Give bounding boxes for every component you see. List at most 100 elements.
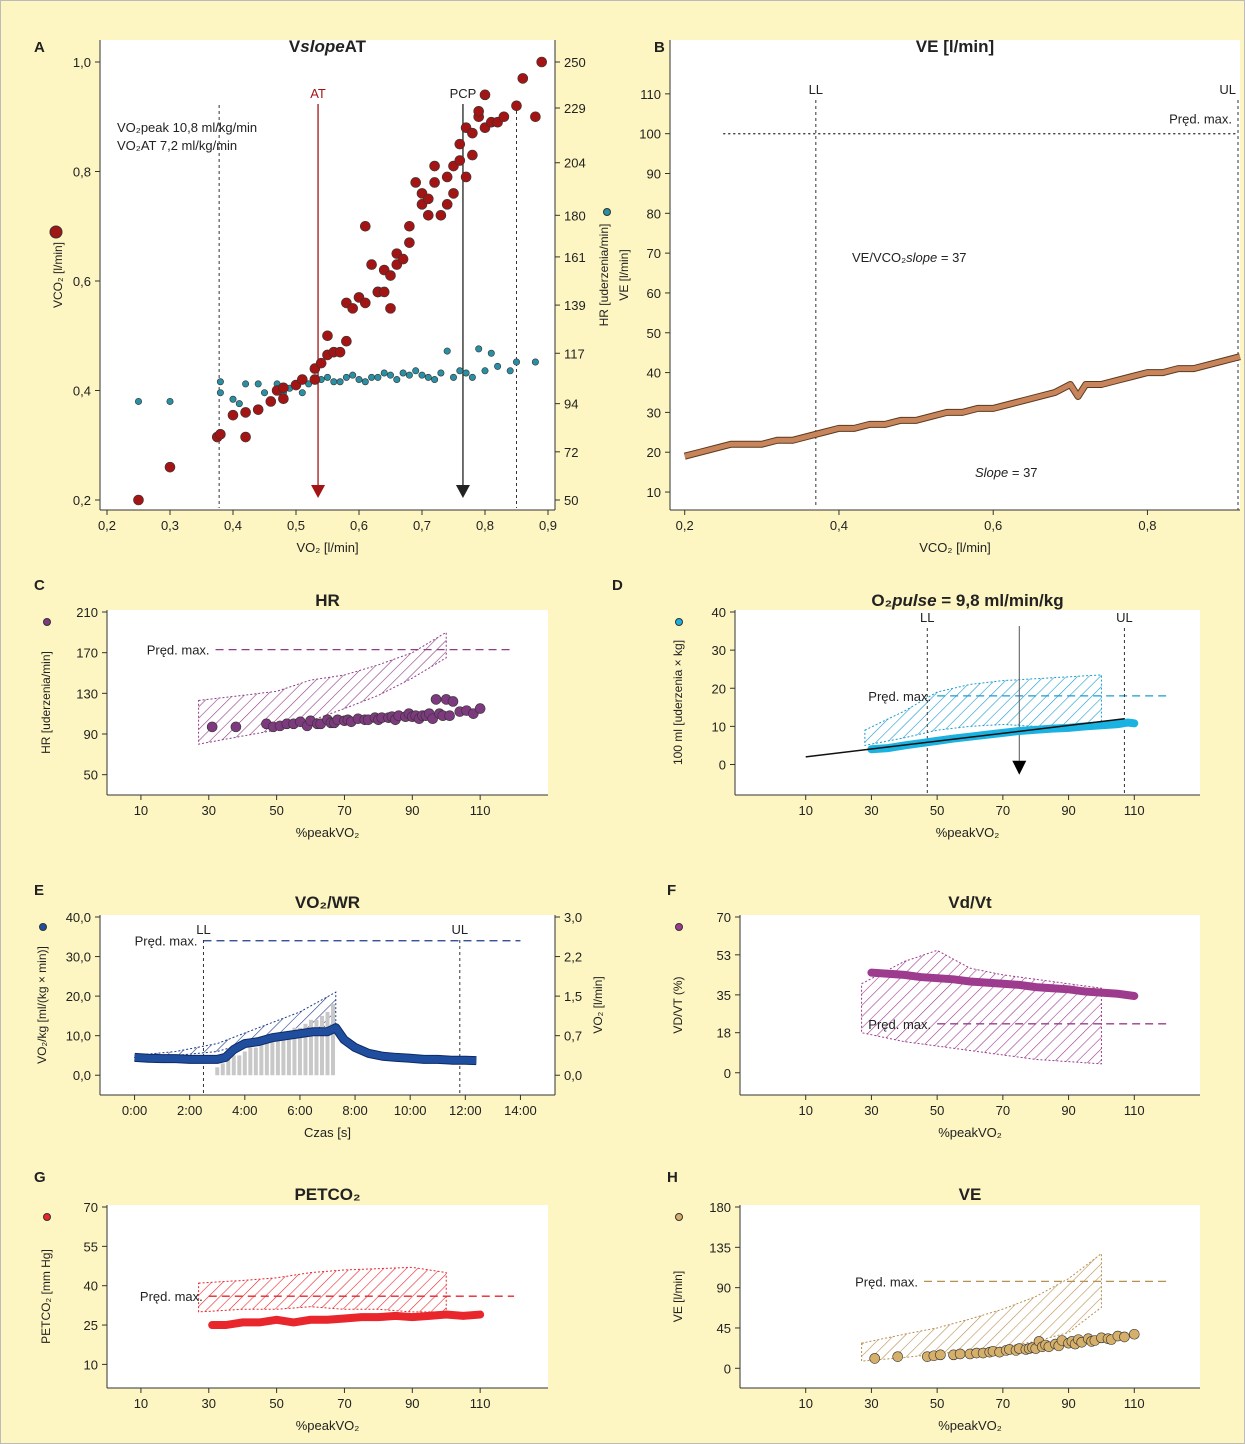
y-tick-label: 0,6 (73, 274, 91, 289)
y-tick-label: 70 (84, 1200, 98, 1215)
vco2-point (215, 428, 226, 440)
y-tick-label: 70 (717, 910, 731, 925)
predicted-band (864, 674, 1102, 747)
hr-point (342, 373, 350, 381)
slope-bottom-annotation: Slope = 37 (975, 465, 1038, 480)
threshold-label: UL (451, 922, 468, 937)
hr-point (481, 367, 489, 375)
vco2-point (404, 220, 415, 232)
vco2-point (429, 177, 440, 188)
vco2-point (454, 138, 466, 150)
x-tick-label: 70 (337, 1396, 351, 1411)
plot-area (670, 40, 1240, 510)
y-tick-label: 90 (647, 166, 661, 181)
y-tick-label: 40,0 (66, 910, 91, 925)
y-tick-label: 0,4 (73, 384, 91, 399)
arrow-down-icon (1012, 760, 1027, 775)
vco2-point (133, 494, 144, 506)
panel-a: A VslopeAT 0,2 0,3 0,4 0,5 0,6 0,7 0,8 0,9 0,2 0,4 0… (34, 37, 611, 555)
panel-h: H VE 10 30 50 70 90 110 0 45 90 135 180 %peakVO₂ VE [l… (667, 1169, 1200, 1433)
x-tick-label: 50 (269, 803, 283, 818)
vco2-point (322, 330, 333, 342)
panel-letter: A (34, 39, 45, 56)
vco2-point (341, 335, 352, 347)
vco2-point (429, 160, 440, 172)
data-point (474, 703, 486, 714)
hr-point (431, 376, 439, 384)
workrate-bar (259, 1043, 264, 1076)
y2-tick-label: 50 (564, 493, 578, 508)
data-point (935, 1349, 946, 1361)
vco2-point (309, 374, 321, 385)
x-tick-label: 2:00 (177, 1103, 202, 1118)
vco2-point (441, 199, 453, 210)
hr-point (260, 389, 268, 397)
hr-point (166, 397, 174, 405)
chart-title: Vd/Vt (948, 893, 992, 912)
hr-point (305, 380, 313, 388)
hr-point (216, 378, 224, 386)
x-tick-label: 0,9 (539, 518, 557, 533)
threshold-label: UL (1116, 610, 1133, 625)
x-tick-label: 0,7 (413, 518, 431, 533)
x-axis-title: VO₂ [l/min] (296, 540, 358, 555)
x-tick-label: 110 (1124, 1103, 1145, 1118)
y-tick-label: 90 (717, 1281, 731, 1296)
y-tick-label: 0,2 (73, 493, 91, 508)
series-marker-icon (43, 1213, 51, 1221)
chart-title: PETCO₂ (294, 1185, 360, 1204)
data-point (892, 1351, 904, 1362)
x-tick-label: 110 (470, 803, 491, 818)
data-point (230, 721, 242, 733)
x-tick-label: 0:00 (122, 1103, 147, 1118)
vo2-line (134, 1024, 477, 1065)
x-tick-label: 0,6 (984, 518, 1002, 533)
vco2-point (296, 374, 308, 385)
x-tick-label: 30 (202, 1396, 216, 1411)
x-tick-label: 110 (1124, 803, 1145, 818)
y2-tick-label: 250 (564, 55, 586, 70)
vco2-point (397, 253, 409, 265)
x-tick-label: 90 (1061, 803, 1075, 818)
x-tick-label: 12:00 (449, 1103, 482, 1118)
hr-point (216, 389, 224, 397)
data-point (444, 710, 455, 722)
hr-point (242, 380, 250, 388)
x-axis-title: %peakVO₂ (938, 1418, 1002, 1433)
chart-title: VslopeAT (289, 37, 367, 56)
x-tick-label: 110 (1124, 1396, 1145, 1411)
hr-point (330, 378, 338, 386)
chart-title: VO₂/WR (295, 893, 360, 912)
vco2-point (511, 100, 522, 112)
x-tick-label: 70 (996, 1103, 1010, 1118)
vco2-point (479, 89, 491, 101)
vco2-point (366, 259, 377, 270)
workrate-bar (292, 1027, 297, 1076)
y-tick-label: 180 (709, 1200, 731, 1215)
pred-max-label: Pręd. max. (868, 1017, 931, 1032)
vco2-point (530, 111, 541, 123)
workrate-bar (215, 1067, 220, 1076)
y-axis-title: 100 ml [uderzenia × kg] (671, 640, 685, 765)
chart-title: HR (315, 591, 340, 610)
panel-b: B VE [l/min] 0,2 0,4 0,6 0,8 10 20 30 40 50 60 70 80 9… (617, 37, 1241, 555)
vco2-point (422, 193, 434, 205)
panel-letter: F (667, 882, 676, 899)
x-tick-label: 0,6 (350, 518, 368, 533)
hr-point (380, 369, 388, 377)
panel-letter: H (667, 1169, 678, 1186)
vco2-point (359, 297, 371, 309)
vco2-point (385, 303, 396, 314)
vco2-point (347, 303, 359, 314)
vco2-point (454, 155, 466, 166)
predicted-band (198, 631, 447, 745)
at-arrow-icon (311, 485, 326, 498)
panel-letter: D (612, 577, 623, 594)
series-marker-icon (39, 923, 47, 931)
pred-max-label: Pręd. max. (1169, 112, 1232, 127)
workrate-bar (308, 1019, 313, 1076)
vco2-point (278, 382, 289, 394)
workrate-bar (331, 1004, 336, 1076)
vco2-point (404, 237, 415, 248)
y-tick-label: 0 (724, 1361, 731, 1376)
